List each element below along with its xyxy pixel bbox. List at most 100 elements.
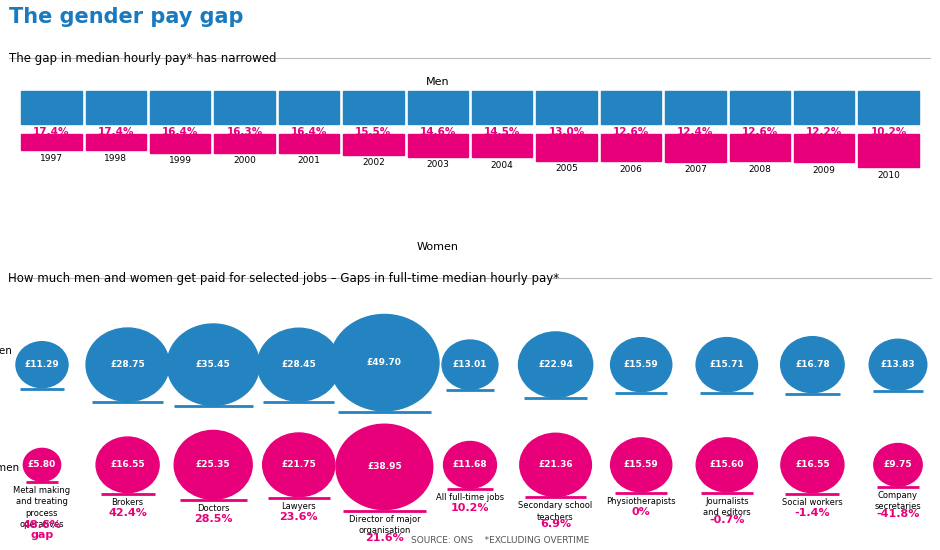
Bar: [472, 91, 532, 124]
Text: 10.2%: 10.2%: [451, 503, 489, 513]
Text: 28.5%: 28.5%: [194, 514, 232, 524]
Text: Physiotherapists: Physiotherapists: [606, 497, 676, 506]
Text: 42.4%: 42.4%: [108, 508, 147, 518]
Text: £11.29: £11.29: [24, 360, 59, 369]
Ellipse shape: [262, 433, 335, 497]
Ellipse shape: [330, 315, 439, 411]
Bar: [86, 134, 146, 150]
Ellipse shape: [24, 448, 61, 481]
Text: Women: Women: [416, 242, 459, 252]
Text: 2010: 2010: [877, 170, 900, 179]
Text: 23.6%: 23.6%: [279, 512, 318, 522]
Ellipse shape: [96, 437, 159, 493]
Ellipse shape: [520, 433, 591, 497]
Ellipse shape: [258, 328, 340, 401]
Text: The gap in median hourly pay* has narrowed: The gap in median hourly pay* has narrow…: [9, 52, 277, 65]
Text: £49.70: £49.70: [367, 358, 401, 367]
Text: 12.6%: 12.6%: [742, 126, 778, 136]
Bar: [666, 134, 726, 162]
Bar: [729, 91, 790, 124]
Text: 14.5%: 14.5%: [484, 126, 521, 136]
Text: 2004: 2004: [491, 161, 513, 169]
Text: Company
secretaries: Company secretaries: [874, 491, 921, 512]
Text: Social workers: Social workers: [782, 498, 843, 507]
Text: £21.36: £21.36: [539, 460, 572, 469]
Text: Lawyers: Lawyers: [281, 502, 316, 511]
Ellipse shape: [697, 438, 758, 492]
Text: Metal making
and treating
process
operatives: Metal making and treating process operat…: [13, 486, 70, 529]
Text: 2001: 2001: [298, 156, 321, 165]
Ellipse shape: [442, 340, 498, 389]
Text: Brokers: Brokers: [112, 498, 144, 507]
Text: £13.01: £13.01: [453, 360, 487, 369]
Text: £9.75: £9.75: [884, 460, 913, 469]
Text: 2007: 2007: [684, 166, 707, 174]
Text: gap: gap: [30, 530, 54, 541]
Ellipse shape: [611, 338, 672, 392]
Bar: [794, 91, 854, 124]
Ellipse shape: [781, 337, 844, 393]
Text: 2005: 2005: [556, 164, 578, 173]
Bar: [150, 91, 211, 124]
Bar: [472, 134, 532, 157]
Text: -1.4%: -1.4%: [794, 508, 830, 518]
Text: £16.55: £16.55: [110, 460, 145, 469]
Ellipse shape: [337, 424, 432, 509]
Text: 1998: 1998: [104, 154, 127, 163]
Bar: [150, 134, 211, 153]
Text: 2008: 2008: [748, 165, 771, 174]
Text: 48.6%: 48.6%: [23, 520, 61, 530]
Text: Journalists
and editors: Journalists and editors: [703, 497, 751, 517]
Text: 10.2%: 10.2%: [870, 126, 907, 136]
Text: SOURCE: ONS    *EXCLUDING OVERTIME: SOURCE: ONS *EXCLUDING OVERTIME: [411, 536, 589, 545]
Text: 13.0%: 13.0%: [548, 126, 585, 136]
Bar: [408, 91, 468, 124]
Text: 2006: 2006: [619, 165, 642, 174]
Text: £16.78: £16.78: [795, 360, 830, 369]
Text: £22.94: £22.94: [539, 360, 573, 369]
Text: £15.59: £15.59: [624, 360, 659, 369]
Text: 16.3%: 16.3%: [227, 126, 262, 136]
Ellipse shape: [174, 431, 252, 499]
Ellipse shape: [16, 342, 68, 388]
Text: 12.4%: 12.4%: [677, 126, 713, 136]
Ellipse shape: [781, 437, 844, 493]
Text: 16.4%: 16.4%: [162, 126, 198, 136]
Text: Men: Men: [426, 78, 449, 87]
Bar: [794, 134, 854, 162]
Text: £38.95: £38.95: [367, 463, 401, 471]
Text: £15.71: £15.71: [710, 360, 744, 369]
Text: 1999: 1999: [168, 156, 192, 165]
Text: -41.8%: -41.8%: [876, 509, 919, 519]
Bar: [666, 91, 726, 124]
Bar: [537, 91, 597, 124]
Text: 15.5%: 15.5%: [355, 126, 392, 136]
Bar: [343, 91, 403, 124]
Text: Women: Women: [0, 463, 20, 473]
Text: Doctors: Doctors: [197, 504, 229, 513]
Ellipse shape: [874, 443, 922, 486]
Text: £11.68: £11.68: [453, 460, 487, 469]
Text: £16.55: £16.55: [795, 460, 830, 469]
Ellipse shape: [519, 332, 593, 398]
Text: £28.75: £28.75: [110, 360, 145, 369]
Text: 1997: 1997: [39, 154, 63, 163]
Text: £35.45: £35.45: [196, 360, 230, 369]
Text: Men: Men: [0, 346, 11, 356]
Text: £28.45: £28.45: [281, 360, 316, 369]
Text: 12.2%: 12.2%: [807, 126, 842, 136]
Text: The gender pay gap: The gender pay gap: [9, 7, 243, 28]
Text: 17.4%: 17.4%: [98, 126, 134, 136]
Text: 12.6%: 12.6%: [613, 126, 650, 136]
Bar: [214, 91, 274, 124]
Ellipse shape: [697, 338, 758, 392]
Bar: [408, 134, 468, 157]
Bar: [279, 91, 339, 124]
Bar: [537, 134, 597, 161]
Bar: [22, 91, 82, 124]
Text: 17.4%: 17.4%: [33, 126, 70, 136]
Text: 2000: 2000: [233, 157, 256, 166]
Text: £5.80: £5.80: [28, 460, 56, 469]
Ellipse shape: [86, 328, 169, 402]
Text: £21.75: £21.75: [281, 460, 316, 469]
